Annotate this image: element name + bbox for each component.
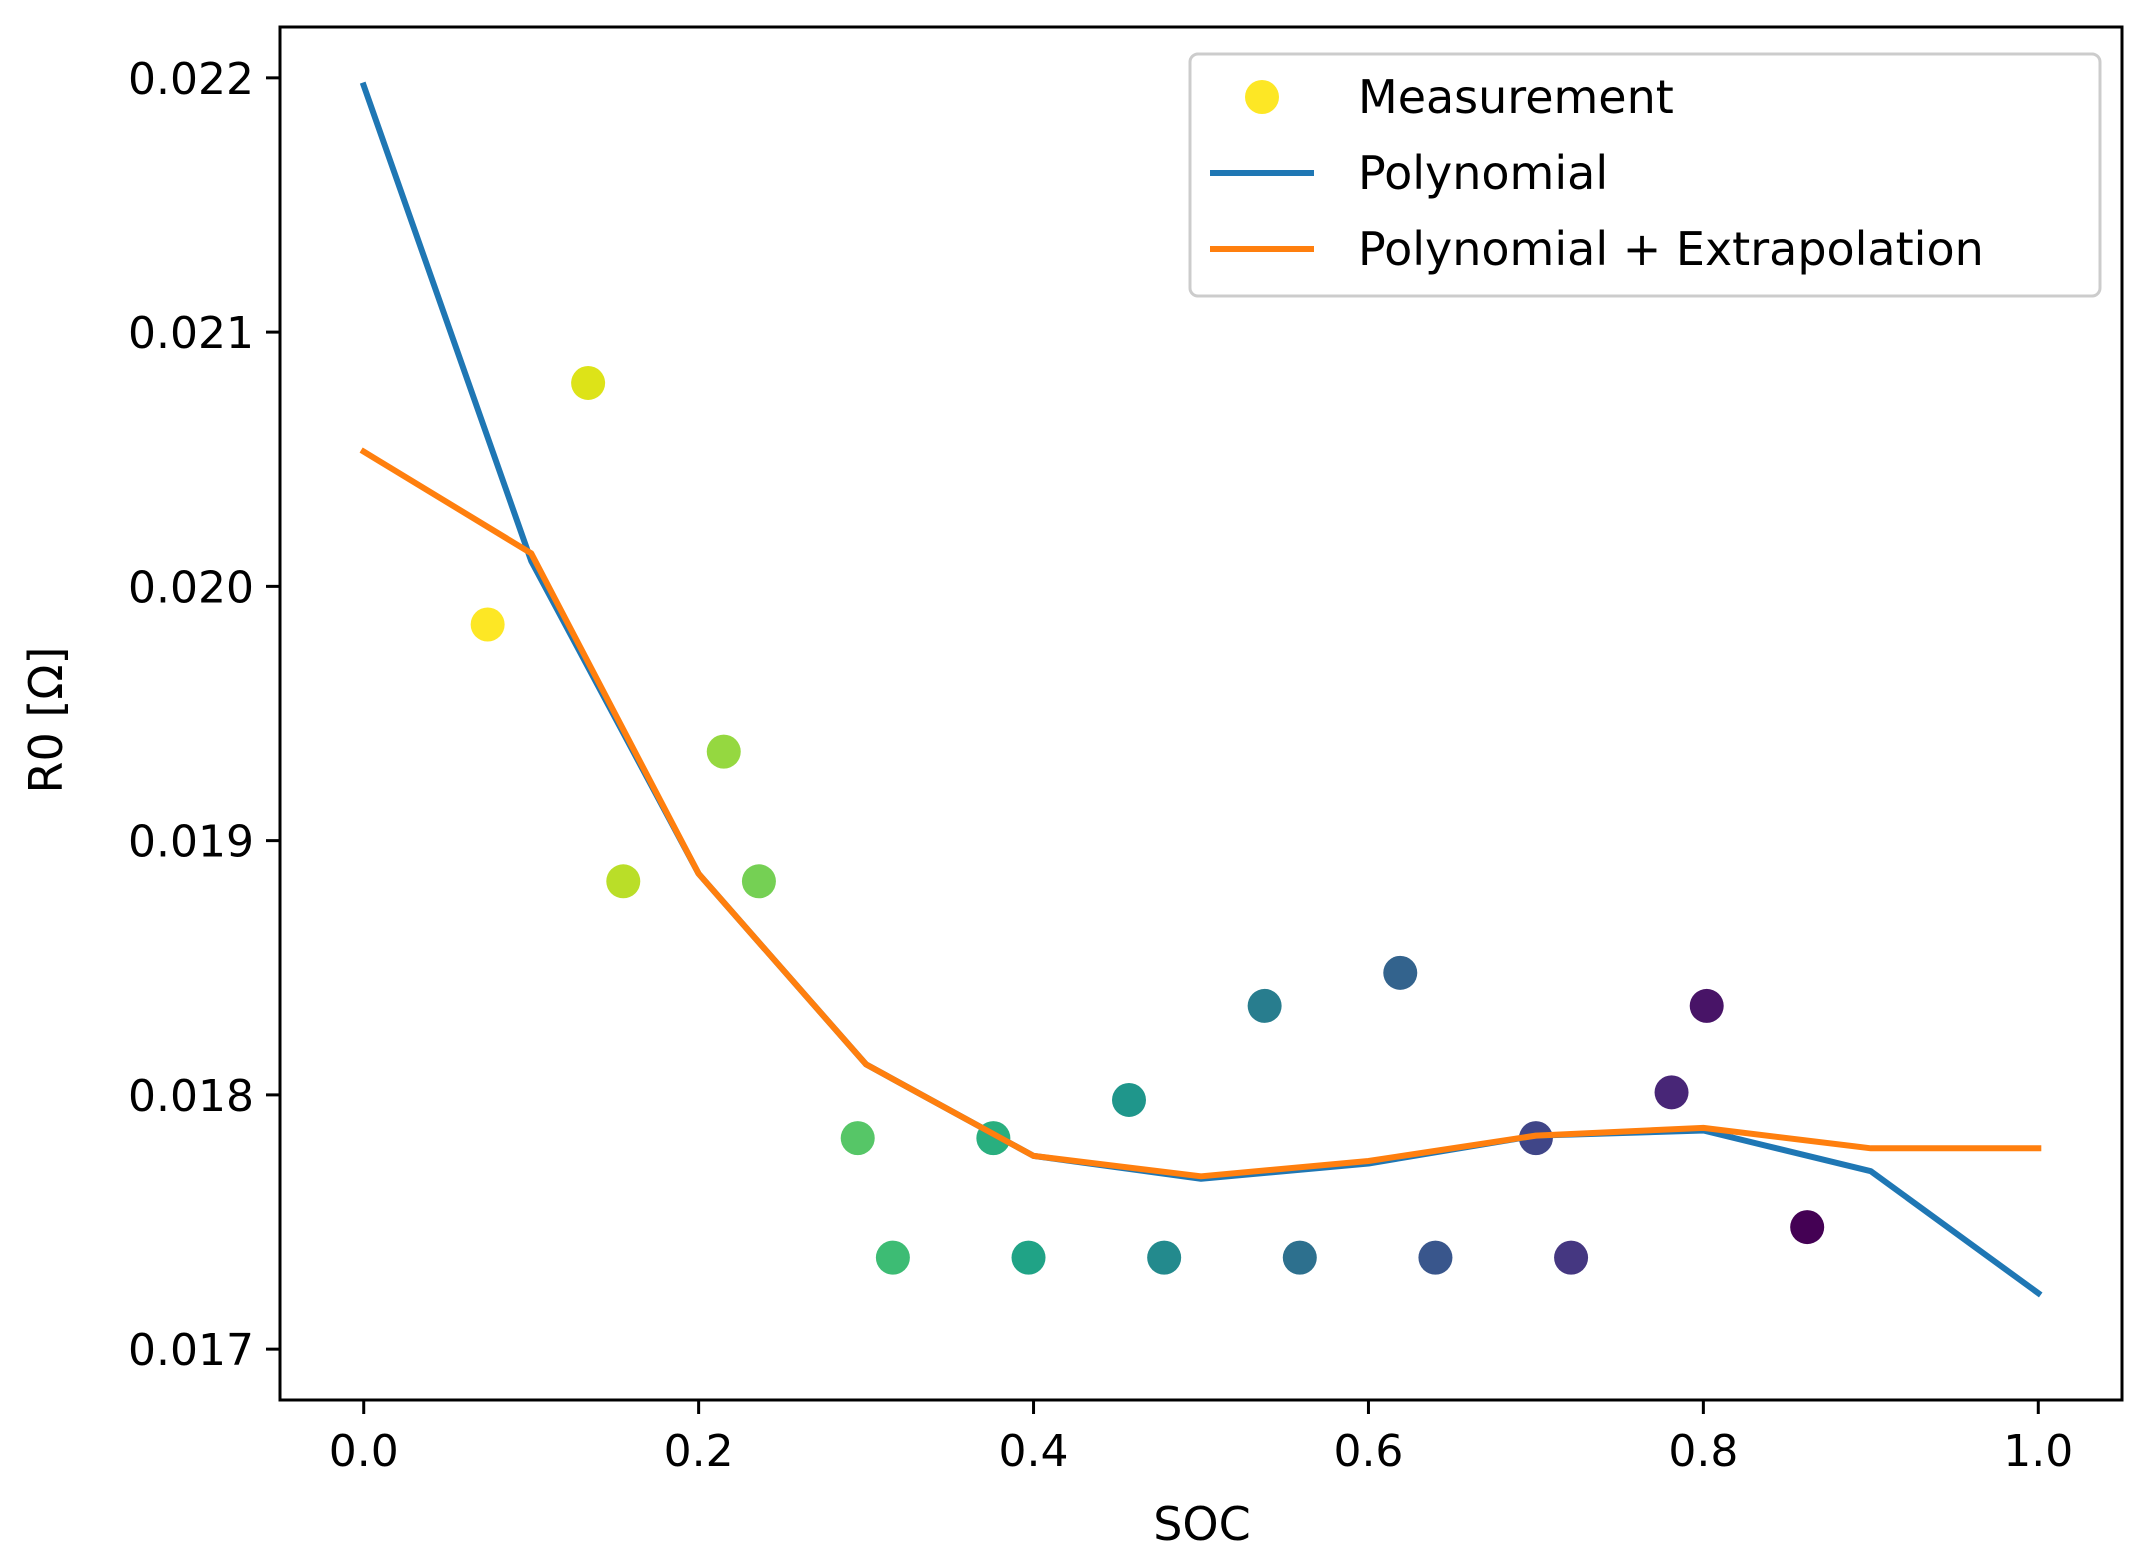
y-tick-label: 0.019 [128, 817, 254, 868]
y-tick-label: 0.021 [128, 308, 254, 359]
measurement-point-19 [1689, 988, 1724, 1023]
measurement-point-7 [875, 1240, 910, 1275]
y-tick-label: 0.017 [128, 1325, 254, 1376]
legend-label: Polynomial [1358, 146, 1608, 200]
legend-marker-measurement [1245, 80, 1279, 114]
x-tick-label: 0.6 [1333, 1426, 1403, 1477]
legend-label: Polynomial + Extrapolation [1358, 222, 1984, 276]
x-tick-label: 0.2 [664, 1426, 734, 1477]
y-axis-title: R0 [Ω] [19, 647, 73, 794]
axes: 0.0 0.2 0.4 0.6 0.8 1.0 0.017 0.018 0.019 0.020 0.… [128, 25, 2124, 1477]
measurement-point-10 [1111, 1082, 1146, 1117]
measurement-point-18 [1654, 1075, 1689, 1110]
measurement-point-1 [470, 607, 505, 642]
x-tick-label: 0.8 [1668, 1426, 1738, 1477]
measurement-point-4 [706, 734, 741, 769]
x-tick-label: 0.0 [329, 1426, 399, 1477]
measurement-point-20 [1790, 1210, 1825, 1245]
series-line-polynomial-extrapolation [359, 447, 2042, 1180]
legend-box [1188, 52, 2102, 298]
y-tick-label: 0.018 [128, 1071, 254, 1122]
measurement-point-2 [571, 365, 606, 400]
x-tick-label: 0.4 [999, 1426, 1069, 1477]
legend-label: Measurement [1358, 70, 1674, 124]
measurement-point-6 [840, 1121, 875, 1156]
y-tick-label: 0.020 [128, 562, 254, 613]
legend: Measurement Polynomial Polynomial + Extrap… [1188, 52, 2102, 298]
plot-area [359, 81, 2043, 1298]
x-axis-title: SOC [1153, 1497, 1251, 1551]
y-tick-label: 0.022 [128, 54, 254, 105]
measurement-point-13 [1282, 1240, 1317, 1275]
measurement-point-12 [1247, 988, 1282, 1023]
axes-frame [278, 25, 2124, 1402]
measurement-point-14 [1383, 955, 1418, 990]
measurement-point-5 [741, 864, 776, 899]
measurement-point-9 [1011, 1240, 1046, 1275]
measurement-point-11 [1147, 1240, 1182, 1275]
measurement-point-3 [606, 864, 641, 899]
measurement-point-17 [1554, 1240, 1589, 1275]
x-tick-label: 1.0 [2003, 1426, 2073, 1477]
measurement-point-15 [1418, 1240, 1453, 1275]
